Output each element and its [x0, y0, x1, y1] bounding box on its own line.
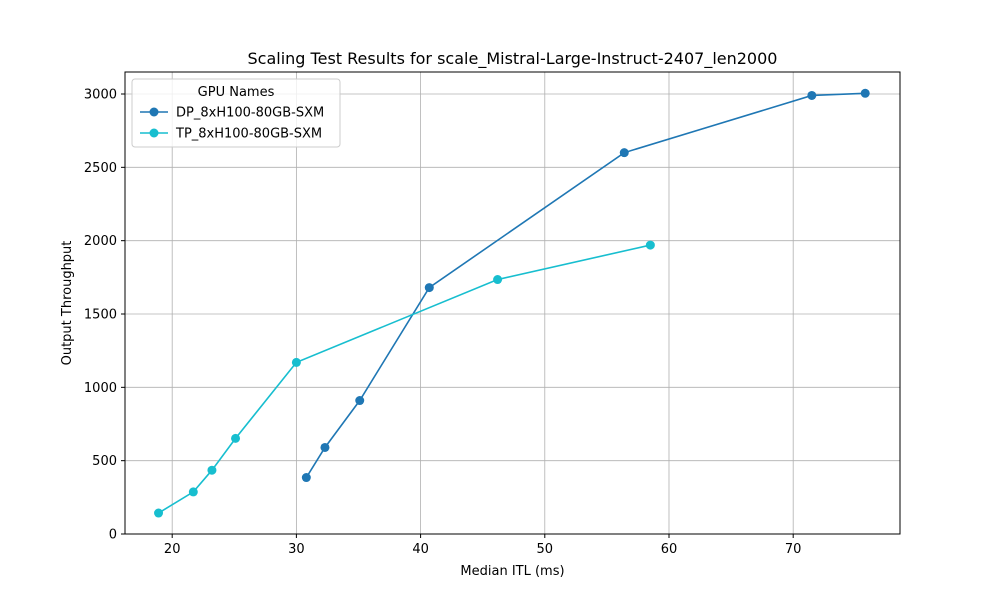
series-1: [301, 88, 870, 483]
y-tick-label: 2500: [84, 161, 117, 176]
legend-swatch-marker: [149, 128, 159, 138]
y-tick-label: 1500: [84, 308, 117, 323]
y-axis-label: Output Throughput: [60, 241, 75, 366]
data-point: [355, 396, 365, 406]
data-point: [493, 275, 503, 285]
legend: GPU Names DP_8xH100-80GB-SXM TP_8xH100-80…: [131, 78, 341, 148]
data-point: [207, 465, 217, 475]
plot-area-frame: [124, 71, 901, 535]
legend-entry: TP_8xH100-80GB-SXM: [140, 127, 322, 142]
series-2: [154, 240, 655, 518]
data-point: [231, 433, 241, 443]
axis-ticks: 20 30 40 50 60 70 0 500 1000 1500 2000 2500 3000: [84, 88, 802, 558]
data-point: [320, 442, 330, 452]
data-point: [424, 283, 434, 293]
legend-title: GPU Names: [198, 85, 275, 100]
data-point: [807, 90, 817, 100]
data-point: [188, 487, 198, 497]
legend-label: DP_8xH100-80GB-SXM: [176, 106, 324, 121]
legend-entries: DP_8xH100-80GB-SXM TP_8xH100-80GB-SXM: [140, 106, 324, 142]
y-tick-label: 0: [109, 528, 117, 543]
data-point: [645, 240, 655, 250]
legend-label: TP_8xH100-80GB-SXM: [175, 127, 322, 142]
data-point: [301, 473, 311, 483]
x-tick-label: 60: [661, 542, 678, 557]
series-layer: [154, 88, 870, 518]
x-axis-label: Median ITL (ms): [460, 564, 564, 579]
legend-swatch-marker: [149, 107, 159, 117]
x-tick-label: 30: [288, 542, 305, 557]
x-tick-label: 20: [164, 542, 181, 557]
y-tick-label: 2000: [84, 234, 117, 249]
data-point: [154, 508, 164, 518]
x-tick-label: 70: [785, 542, 802, 557]
y-tick-label: 1000: [84, 381, 117, 396]
x-tick-label: 40: [412, 542, 429, 557]
data-point: [860, 88, 870, 98]
y-tick-label: 500: [92, 454, 117, 469]
data-point: [619, 148, 629, 158]
x-tick-label: 50: [537, 542, 554, 557]
y-tick-label: 3000: [84, 88, 117, 103]
legend-entry: DP_8xH100-80GB-SXM: [140, 106, 324, 121]
chart-title: Scaling Test Results for scale_Mistral-L…: [248, 49, 778, 69]
legend-box: [131, 78, 341, 148]
data-point: [291, 357, 301, 367]
